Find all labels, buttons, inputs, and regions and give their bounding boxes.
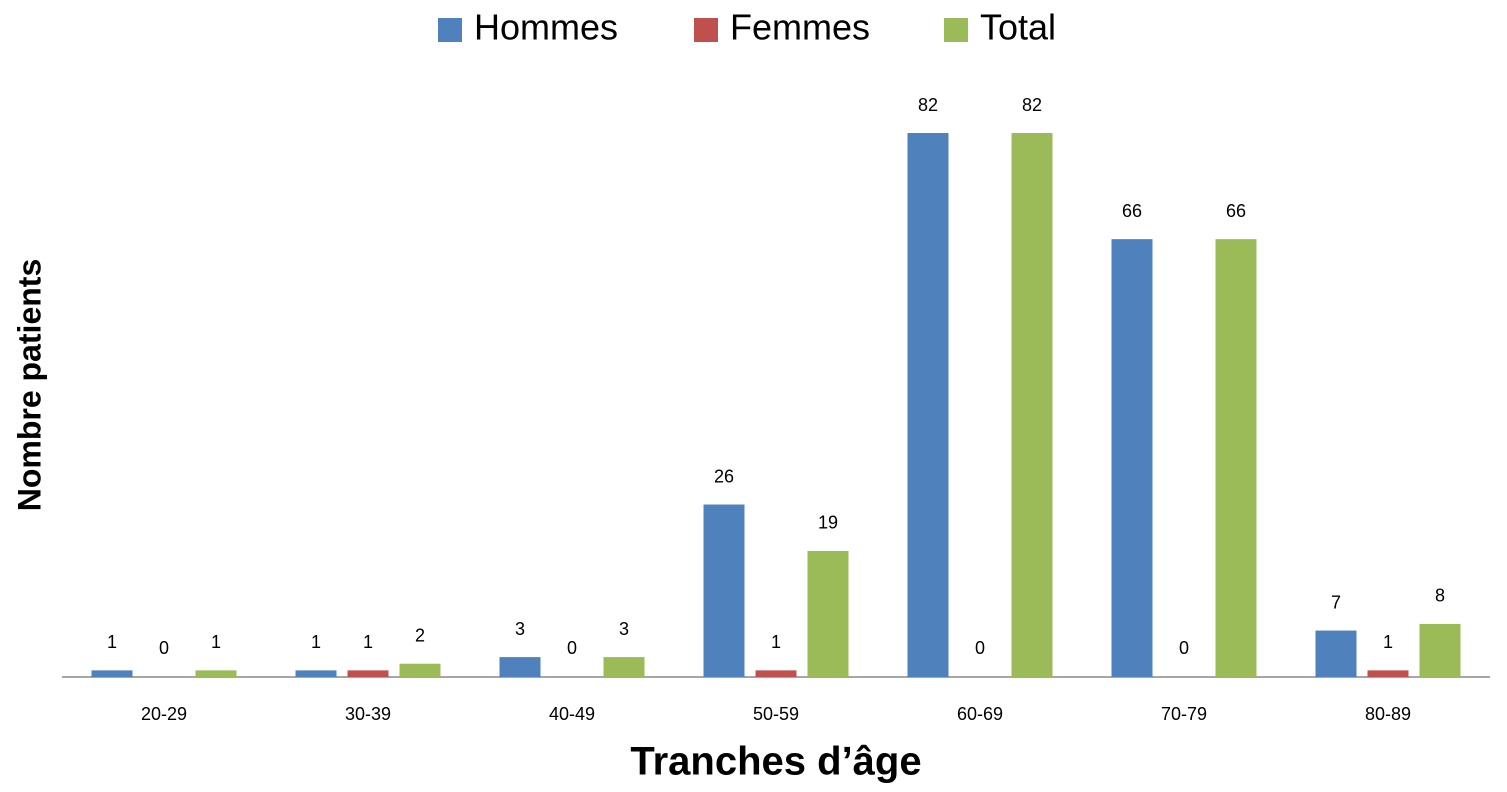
bar <box>703 504 745 677</box>
data-label: 0 <box>159 638 169 658</box>
legend-swatch <box>694 18 718 42</box>
x-tick-label: 50-59 <box>753 704 799 724</box>
bar <box>1215 239 1257 677</box>
data-label: 3 <box>515 619 525 639</box>
bar <box>755 670 797 677</box>
legend-label: Total <box>980 7 1056 48</box>
data-label: 66 <box>1226 201 1246 221</box>
legend-swatch <box>944 18 968 42</box>
data-label: 66 <box>1122 201 1142 221</box>
bar <box>807 550 849 677</box>
bar <box>399 663 441 677</box>
x-tick-label: 80-89 <box>1365 704 1411 724</box>
data-label: 1 <box>771 632 781 652</box>
data-label: 0 <box>1179 638 1189 658</box>
x-tick-label: 60-69 <box>957 704 1003 724</box>
bar <box>1011 133 1053 677</box>
bar <box>347 670 389 677</box>
bar <box>1315 630 1357 677</box>
data-label: 0 <box>975 638 985 658</box>
bar <box>1367 670 1409 677</box>
bar <box>499 657 541 677</box>
x-tick-label: 20-29 <box>141 704 187 724</box>
legend-swatch <box>438 18 462 42</box>
data-label: 1 <box>211 632 221 652</box>
data-label: 82 <box>1022 95 1042 115</box>
bar <box>603 657 645 677</box>
data-label: 1 <box>1383 632 1393 652</box>
data-label: 7 <box>1331 592 1341 612</box>
data-label: 3 <box>619 619 629 639</box>
data-label: 19 <box>818 513 838 533</box>
data-label: 2 <box>415 625 425 645</box>
data-label: 1 <box>107 632 117 652</box>
x-tick-label: 70-79 <box>1161 704 1207 724</box>
data-label: 82 <box>918 95 938 115</box>
x-tick-label: 40-49 <box>549 704 595 724</box>
bar <box>195 670 237 677</box>
bar <box>91 670 133 677</box>
bar <box>907 133 949 677</box>
data-label: 1 <box>311 632 321 652</box>
legend-label: Hommes <box>474 7 618 48</box>
bar <box>1419 623 1461 677</box>
x-axis-label: Tranches d’âge <box>630 740 921 784</box>
y-axis-label: Nombre patients <box>11 259 47 511</box>
x-tick-label: 30-39 <box>345 704 391 724</box>
data-label: 1 <box>363 632 373 652</box>
data-label: 8 <box>1435 586 1445 606</box>
legend-label: Femmes <box>730 7 870 48</box>
bar <box>295 670 337 677</box>
data-label: 0 <box>567 638 577 658</box>
data-label: 26 <box>714 466 734 486</box>
bar <box>1111 239 1153 677</box>
